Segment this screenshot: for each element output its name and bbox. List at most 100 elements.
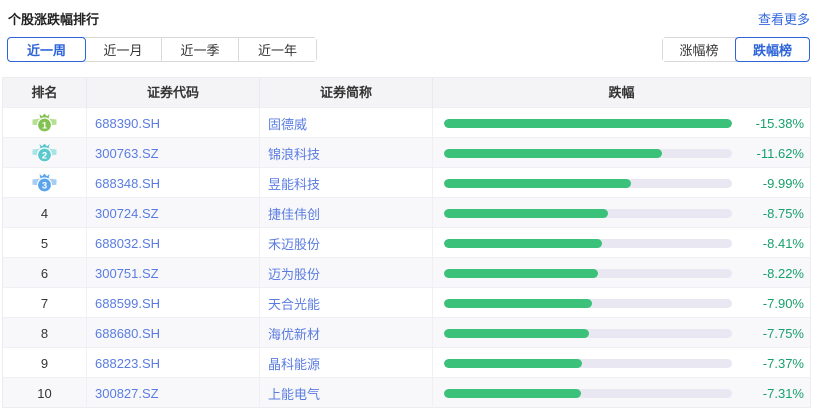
stock-name[interactable]: 迈为股份 bbox=[260, 258, 433, 288]
svg-text:3: 3 bbox=[42, 180, 47, 191]
decline-value: -7.75% bbox=[762, 325, 804, 341]
decline-value: -9.99% bbox=[762, 175, 804, 191]
toggle-gainers[interactable]: 涨幅榜 bbox=[663, 38, 736, 61]
stock-name[interactable]: 固德威 bbox=[260, 108, 433, 138]
decline-value: -8.22% bbox=[762, 265, 804, 281]
rank-cell: 7 bbox=[3, 288, 87, 318]
stock-code[interactable]: 688032.SH bbox=[87, 228, 260, 258]
table-row: 9 688223.SH 晶科能源 -7.37% bbox=[3, 347, 810, 378]
rank-cell: 6 bbox=[3, 258, 87, 288]
decline-cell: -7.31% bbox=[433, 378, 810, 408]
decline-cell: -8.22% bbox=[433, 258, 810, 288]
rank-cell: 4 bbox=[3, 198, 87, 228]
rank-cell: 9 bbox=[3, 348, 87, 378]
decline-bar-track bbox=[444, 268, 732, 278]
decline-bar-track bbox=[444, 208, 732, 218]
ranking-table: 排名 证券代码 证券简称 跌幅 1 688390.SH 固德威 -15.38% … bbox=[2, 77, 811, 408]
decline-bar-fill bbox=[444, 358, 582, 368]
rank-cell: 8 bbox=[3, 318, 87, 348]
table-row: 5 688032.SH 禾迈股份 -8.41% bbox=[3, 227, 810, 258]
decline-bar-fill bbox=[444, 268, 598, 278]
tab-1year[interactable]: 近一年 bbox=[239, 38, 316, 61]
decline-bar-fill bbox=[444, 328, 590, 338]
rank-toggle-group: 涨幅榜 跌幅榜 bbox=[662, 37, 810, 62]
decline-bar-track bbox=[444, 178, 732, 188]
decline-cell: -9.99% bbox=[433, 168, 810, 198]
decline-bar-track bbox=[444, 328, 732, 338]
stock-name[interactable]: 天合光能 bbox=[260, 288, 433, 318]
table-row: 6 300751.SZ 迈为股份 -8.22% bbox=[3, 257, 810, 288]
stock-name[interactable]: 捷佳伟创 bbox=[260, 198, 433, 228]
decline-cell: -15.38% bbox=[433, 108, 810, 138]
stock-code[interactable]: 688680.SH bbox=[87, 318, 260, 348]
decline-value: -15.38% bbox=[755, 115, 804, 131]
stock-code[interactable]: 688599.SH bbox=[87, 288, 260, 318]
tab-1month[interactable]: 近一月 bbox=[85, 38, 162, 61]
view-more-link[interactable]: 查看更多 bbox=[757, 12, 810, 27]
widget-header: 个股涨跌幅排行 查看更多 bbox=[0, 0, 818, 28]
rank-cell: 5 bbox=[3, 228, 87, 258]
decline-cell: -7.75% bbox=[433, 318, 810, 348]
stock-name[interactable]: 禾迈股份 bbox=[260, 228, 433, 258]
page-title: 个股涨跌幅排行 bbox=[8, 12, 100, 27]
decline-bar-track bbox=[444, 298, 732, 308]
tab-1quarter[interactable]: 近一季 bbox=[162, 38, 239, 61]
table-row: 7 688599.SH 天合光能 -7.90% bbox=[3, 287, 810, 318]
table-header-row: 排名 证券代码 证券简称 跌幅 bbox=[3, 77, 810, 108]
decline-bar-track bbox=[444, 118, 732, 128]
column-header-decline: 跌幅 bbox=[608, 85, 635, 100]
decline-cell: -7.37% bbox=[433, 348, 810, 378]
tab-1week[interactable]: 近一周 bbox=[7, 37, 86, 62]
rank-medal-icon: 2 bbox=[32, 143, 57, 164]
stock-code[interactable]: 688223.SH bbox=[87, 348, 260, 378]
decline-cell: -8.41% bbox=[433, 228, 810, 258]
filter-row: 近一周 近一月 近一季 近一年 涨幅榜 跌幅榜 bbox=[7, 37, 810, 62]
table-row: 1 688390.SH 固德威 -15.38% bbox=[3, 107, 810, 138]
decline-bar-track bbox=[444, 388, 732, 398]
decline-bar-fill bbox=[444, 298, 593, 308]
decline-bar-fill bbox=[444, 148, 662, 158]
decline-bar-fill bbox=[444, 388, 581, 398]
stock-code[interactable]: 300724.SZ bbox=[87, 198, 260, 228]
table-row: 2 300763.SZ 锦浪科技 -11.62% bbox=[3, 137, 810, 168]
toggle-losers[interactable]: 跌幅榜 bbox=[735, 37, 810, 62]
svg-text:2: 2 bbox=[42, 150, 47, 161]
rank-cell: 2 bbox=[3, 138, 87, 168]
decline-bar-fill bbox=[444, 238, 602, 248]
stock-name[interactable]: 上能电气 bbox=[260, 378, 433, 408]
table-row: 8 688680.SH 海优新材 -7.75% bbox=[3, 317, 810, 348]
decline-bar-track bbox=[444, 148, 732, 158]
stock-name[interactable]: 海优新材 bbox=[260, 318, 433, 348]
rank-cell: 10 bbox=[3, 378, 87, 408]
stock-name[interactable]: 昱能科技 bbox=[260, 168, 433, 198]
decline-value: -8.41% bbox=[762, 235, 804, 251]
decline-value: -8.75% bbox=[762, 205, 804, 221]
stock-code[interactable]: 688348.SH bbox=[87, 168, 260, 198]
decline-bar-fill bbox=[444, 178, 632, 188]
stock-name[interactable]: 锦浪科技 bbox=[260, 138, 433, 168]
column-header-rank: 排名 bbox=[3, 78, 87, 108]
decline-cell: -8.75% bbox=[433, 198, 810, 228]
period-tab-group: 近一周 近一月 近一季 近一年 bbox=[7, 37, 317, 62]
decline-cell: -11.62% bbox=[433, 138, 810, 168]
stock-code[interactable]: 300827.SZ bbox=[87, 378, 260, 408]
stock-code[interactable]: 688390.SH bbox=[87, 108, 260, 138]
decline-bar-track bbox=[444, 358, 732, 368]
rank-medal-icon: 1 bbox=[32, 113, 57, 134]
rank-medal-icon: 3 bbox=[32, 173, 57, 194]
table-row: 10 300827.SZ 上能电气 -7.31% bbox=[3, 377, 810, 408]
column-header-name: 证券简称 bbox=[260, 78, 433, 108]
table-row: 4 300724.SZ 捷佳伟创 -8.75% bbox=[3, 197, 810, 228]
decline-value: -7.31% bbox=[762, 385, 804, 401]
rank-cell: 1 bbox=[3, 108, 87, 138]
decline-value: -7.90% bbox=[762, 295, 804, 311]
stock-code[interactable]: 300751.SZ bbox=[87, 258, 260, 288]
decline-bar-fill bbox=[444, 118, 732, 128]
table-row: 3 688348.SH 昱能科技 -9.99% bbox=[3, 167, 810, 198]
decline-cell: -7.90% bbox=[433, 288, 810, 318]
stock-name[interactable]: 晶科能源 bbox=[260, 348, 433, 378]
decline-value: -7.37% bbox=[762, 355, 804, 371]
stock-code[interactable]: 300763.SZ bbox=[87, 138, 260, 168]
decline-bar-track bbox=[444, 238, 732, 248]
